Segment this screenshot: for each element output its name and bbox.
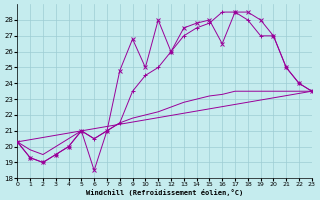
X-axis label: Windchill (Refroidissement éolien,°C): Windchill (Refroidissement éolien,°C) [86,189,243,196]
